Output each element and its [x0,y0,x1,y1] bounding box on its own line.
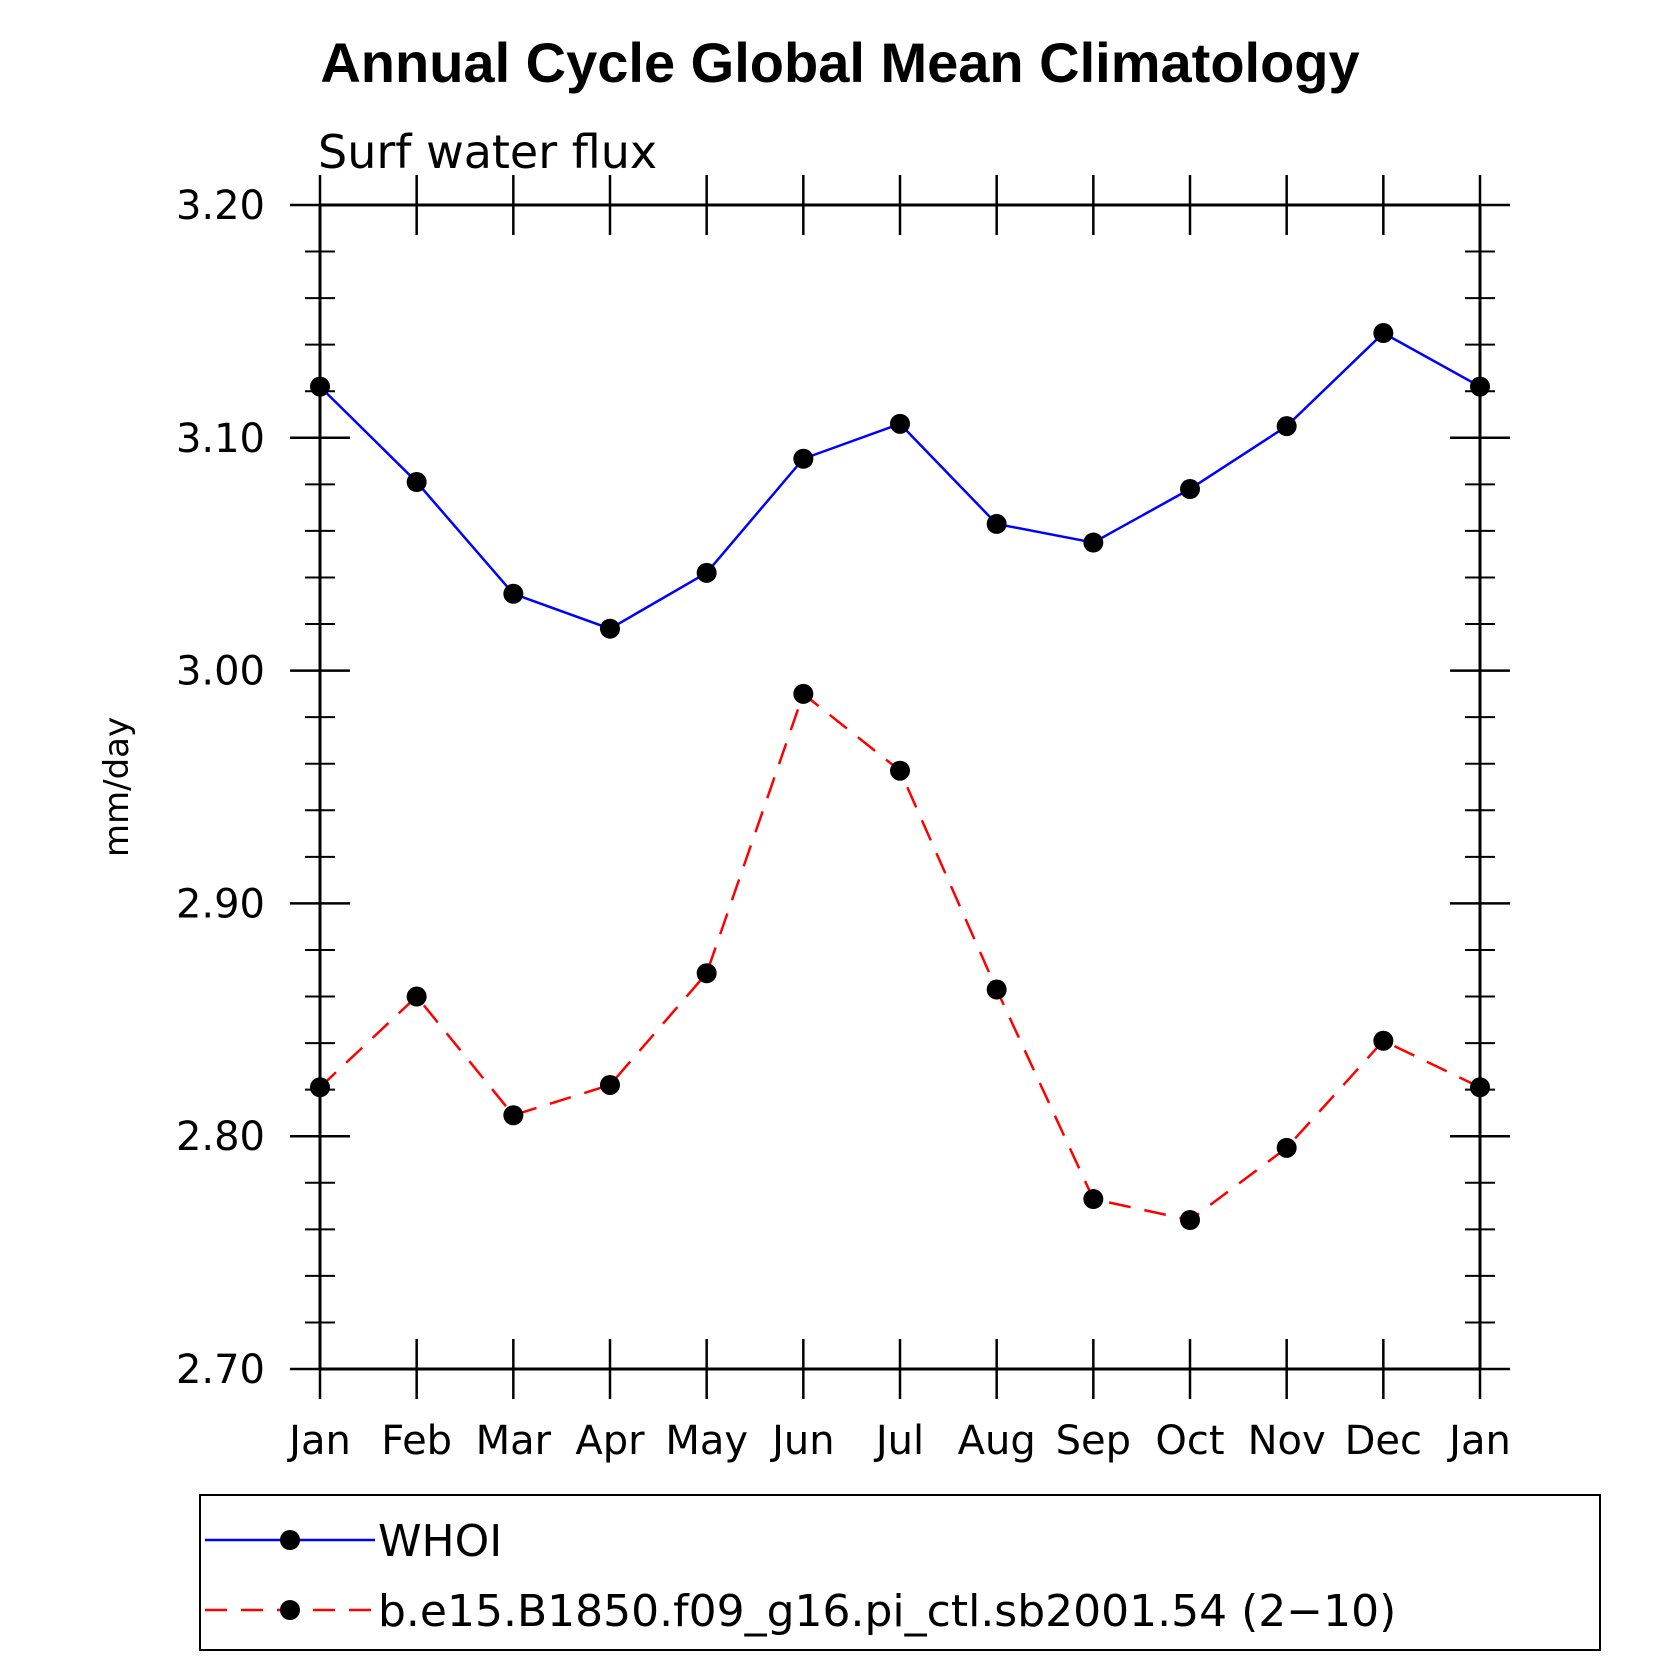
x-tick-label: Jul [873,1418,924,1464]
x-tick-label: Feb [381,1418,452,1464]
data-point-0 [600,618,620,639]
data-point-0 [503,583,524,604]
axis-ticks [290,175,1510,1399]
y-axis-label: mm/day [97,717,137,857]
data-point-1 [503,1105,524,1126]
legend: WHOI b.e15.B1850.f09_g16.pi_ctl.sb2001.5… [199,1494,1601,1651]
legend-marker-model [280,1600,300,1620]
data-point-0 [793,448,814,469]
y-tick-label: 3.00 [176,649,265,695]
data-point-0 [890,413,910,434]
data-point-0 [1276,416,1297,437]
data-point-0 [1083,532,1104,553]
y-tick-label: 2.90 [176,881,265,927]
x-tick-label: May [665,1418,748,1464]
legend-box [199,1494,1601,1651]
x-tick-labels: Jan Feb Mar Apr May Jun Jul Aug Sep Oct Nov Dec Jan [286,1418,1511,1464]
data-point-1 [890,760,910,781]
legend-label-whoi: WHOI [378,1516,502,1567]
x-tick-label: Apr [575,1418,645,1464]
series-layer [310,323,1490,1231]
x-tick-label: Jan [286,1418,351,1464]
y-tick-label: 3.20 [176,183,265,229]
data-point-1 [986,979,1007,1000]
data-point-0 [696,562,717,583]
data-point-1 [1276,1137,1297,1158]
x-tick-label: Jun [769,1418,835,1464]
data-point-0 [406,472,427,493]
x-tick-label: Dec [1345,1418,1422,1464]
legend-marker-whoi [280,1530,300,1550]
y-tick-label: 3.10 [176,416,265,462]
x-tick-label: Aug [958,1418,1036,1464]
y-tick-label: 2.70 [176,1347,265,1393]
data-point-1 [1373,1030,1394,1051]
data-point-0 [1373,323,1394,344]
series-line-0 [319,331,1481,631]
data-point-1 [793,683,814,704]
x-tick-label: Mar [476,1418,552,1464]
x-tick-label: Oct [1155,1418,1224,1464]
data-point-0 [1180,479,1200,500]
data-point-1 [600,1074,620,1095]
data-point-1 [1083,1189,1104,1210]
data-point-1 [406,986,427,1007]
x-tick-label: Sep [1056,1418,1131,1464]
chart-subtitle: Surf water flux [318,125,657,179]
data-point-0 [986,513,1007,534]
y-tick-label: 2.80 [176,1114,265,1160]
x-tick-label: Nov [1248,1418,1326,1464]
plot-frame [318,203,1482,1371]
chart-title: Annual Cycle Global Mean Climatology [320,31,1359,94]
legend-label-model: b.e15.B1850.f09_g16.pi_ctl.sb2001.54 (2−… [378,1586,1396,1637]
y-tick-labels: 2.70 2.80 2.90 3.00 3.10 3.20 [176,183,265,1393]
data-point-1 [1180,1210,1200,1231]
x-tick-label: Jan [1446,1418,1511,1464]
data-point-1 [696,963,717,984]
